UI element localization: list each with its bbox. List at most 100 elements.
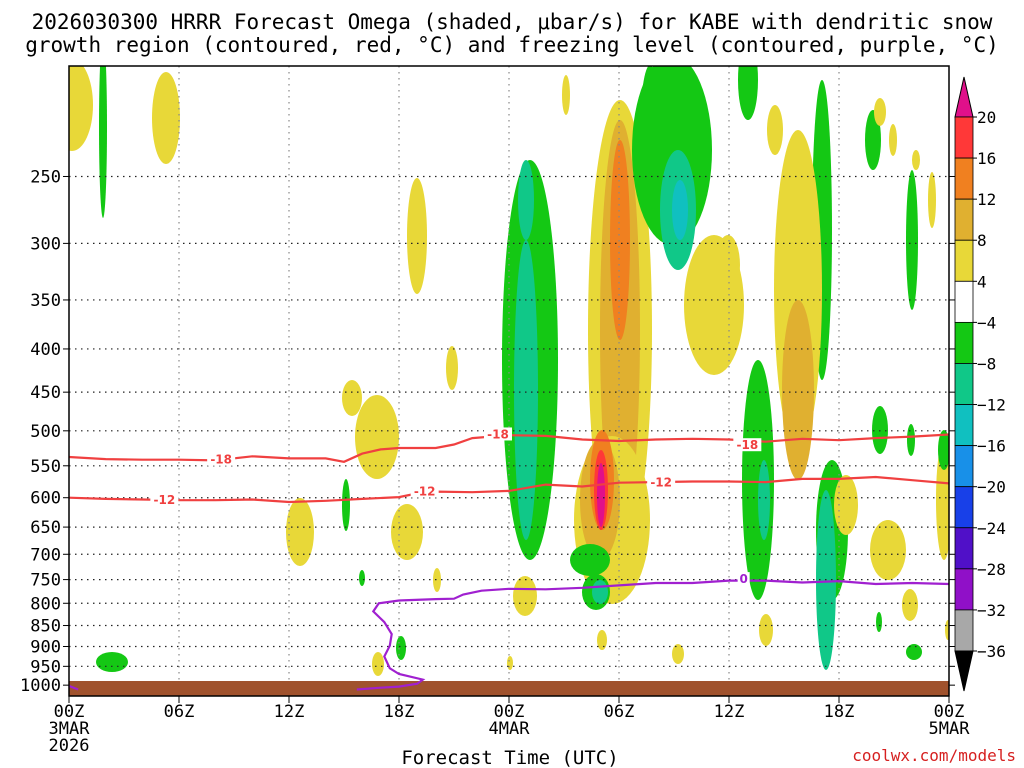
- omega-region-yellow-5: [391, 504, 423, 560]
- colorbar-swatch-7: [954, 404, 974, 447]
- omega-region-green-64: [876, 612, 882, 632]
- temperature-contours: -18 -18 -18 -12 -12 -12 0: [69, 427, 949, 691]
- omega-region-yellow-53: [936, 440, 949, 560]
- contour-label--12-1: -12: [414, 485, 436, 499]
- colorbar: 20 16 12 8 4 −4 −8 −12 −16 −20 −24 −28 −32 −36: [954, 76, 1006, 692]
- colorbar-label-2: 12: [977, 190, 996, 209]
- contour-0-line: [69, 684, 79, 691]
- colorbar-swatch-11: [954, 568, 974, 611]
- y-tick-label-8: 650: [30, 518, 61, 538]
- colorbar-swatch-5: [954, 321, 974, 364]
- omega-region-yellow-50: [889, 124, 897, 156]
- gridlines: [69, 66, 949, 696]
- colorbar-swatch-12: [954, 609, 974, 652]
- contour-label-bg-1-0: [150, 493, 179, 507]
- credit-text: coolwx.com/models: [852, 746, 1016, 765]
- colorbar-swatch-6: [954, 363, 974, 405]
- colorbar-label-13: −36: [977, 642, 1006, 661]
- colorbar-bottom-arrow: [954, 650, 974, 692]
- x-tick-label-3-0: 18Z: [384, 702, 415, 722]
- y-tick-label-5: 500: [30, 422, 61, 442]
- colorbar-top-arrow: [954, 76, 974, 118]
- omega-region-yellow-55: [874, 98, 886, 126]
- contour-label--18-0: -18: [210, 453, 232, 467]
- colorbar-label-11: −28: [977, 560, 1006, 579]
- y-tick-label-7: 600: [30, 489, 61, 509]
- colorbar-label-3: 8: [977, 231, 987, 250]
- colorbar-label-7: −12: [977, 396, 1006, 415]
- colorbar-label-10: −24: [977, 519, 1006, 538]
- colorbar-label-6: −8: [977, 354, 996, 373]
- x-tick-label-4-0: 00Z: [494, 702, 525, 722]
- colorbar-swatch-1: [954, 157, 974, 200]
- omega-region-yellow-19: [562, 75, 570, 115]
- y-tick-label-9: 700: [30, 545, 61, 565]
- omega-region-green-12: [359, 570, 365, 586]
- chart-title-line-1: 2026030300 HRRR Forecast Omega (shaded, …: [32, 10, 993, 34]
- omega-region-green-48: [872, 406, 888, 454]
- contour-label-bg-1-2: [647, 475, 676, 489]
- x-tick-label-0-2: 2026: [49, 736, 90, 756]
- omega-region-green-45: [906, 170, 918, 310]
- omega-region-orange-22: [610, 140, 630, 340]
- omega-region-yellow-61: [672, 644, 684, 664]
- x-tick-label-6-0: 12Z: [714, 702, 745, 722]
- omega-region-yellow-58: [513, 576, 537, 616]
- pressure-axis: 2503003504004505005506006507007508008509…: [20, 167, 955, 696]
- x-tick-label-1-0: 06Z: [164, 702, 195, 722]
- omega-region-yellow-3: [286, 498, 314, 566]
- omega-region-green-59: [570, 544, 610, 576]
- x-tick-label-7-0: 18Z: [824, 702, 855, 722]
- omega-region-yellow-1: [69, 66, 93, 151]
- x-tick-label-2-0: 12Z: [274, 702, 305, 722]
- contour-label--12-2: -12: [650, 476, 672, 490]
- omega-region-yellow-43: [834, 475, 858, 535]
- x-tick-label-0-1: 3MAR: [49, 719, 91, 739]
- omega-region-teal-57: [592, 580, 608, 604]
- colorbar-label-9: −20: [977, 478, 1006, 497]
- colorbar-label-8: −16: [977, 437, 1006, 456]
- contour-label-bg-1-1: [410, 484, 439, 498]
- omega-region-teal-17: [518, 160, 534, 240]
- omega-region-yellow-14: [433, 568, 441, 592]
- y-tick-label-2: 350: [30, 291, 61, 311]
- contour-label-bg-0-0: [207, 452, 236, 466]
- y-tick-label-15: 1000: [20, 676, 61, 696]
- omega-region-yellow-65: [507, 656, 513, 670]
- omega-region-teal-16: [514, 240, 538, 540]
- colorbar-swatch-3: [954, 239, 974, 282]
- colorbar-swatch-4: [954, 280, 974, 323]
- omega-region-green-49: [907, 424, 915, 456]
- omega-region-yellow-51: [912, 150, 920, 170]
- omega-region-yellow-62: [759, 614, 773, 646]
- omega-region-yellow-35: [767, 105, 783, 155]
- contour-label--18-1: -18: [487, 427, 509, 441]
- contour-label-bg-2-0: [737, 572, 750, 586]
- omega-region-yellow-60: [597, 630, 607, 650]
- colorbar-label-5: −4: [977, 313, 996, 332]
- omega-region-yellow-52: [928, 172, 936, 228]
- contour-label-0-0: 0: [739, 572, 747, 586]
- omega-region-yellow-47: [902, 589, 918, 621]
- omega-region-yellow-6: [407, 178, 427, 294]
- colorbar-label-4: 4: [977, 272, 987, 291]
- omega-region-green-0: [99, 66, 107, 218]
- contour-label--18-2: -18: [736, 438, 758, 452]
- y-tick-label-6: 550: [30, 457, 61, 477]
- omega-region-magenta-27: [597, 463, 605, 527]
- y-tick-label-10: 750: [30, 571, 61, 591]
- colorbar-swatch-10: [954, 527, 974, 570]
- x-axis-label: Forecast Time (UTC): [401, 747, 618, 768]
- contour-label-bg-0-2: [733, 438, 762, 452]
- omega-region-orange-yellow-40: [782, 300, 814, 480]
- x-tick-label-0-0: 00Z: [54, 702, 85, 722]
- terrain-ground: [69, 681, 949, 696]
- x-tick-label-5-0: 06Z: [604, 702, 635, 722]
- omega-region-yellow-8: [446, 346, 458, 390]
- colorbar-swatch-9: [954, 486, 974, 529]
- omega-region-yellow-66: [945, 620, 949, 640]
- omega-region-green-31: [640, 66, 660, 205]
- contour-label--12-0: -12: [153, 493, 175, 507]
